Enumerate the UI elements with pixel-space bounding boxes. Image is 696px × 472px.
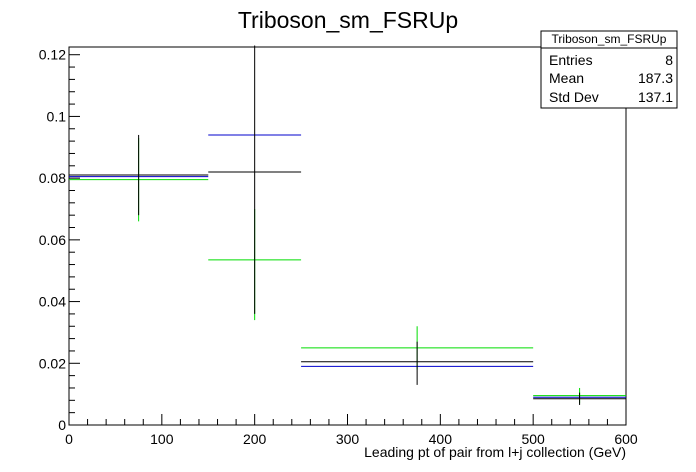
x-tick-label: 500 [521, 431, 545, 447]
x-tick-label: 200 [243, 431, 267, 447]
y-tick-label: 0 [58, 417, 66, 433]
series-0 [69, 45, 626, 405]
stats-entries-label: Entries [549, 52, 593, 68]
chart-title: Triboson_sm_FSRUp [238, 7, 458, 33]
stats-stddev-value: 137.1 [638, 89, 673, 105]
stats-entries-value: 8 [665, 52, 673, 68]
x-tick-label: 100 [150, 431, 174, 447]
y-tick-label: 0.1 [47, 108, 67, 124]
x-tick-label: 0 [65, 431, 73, 447]
x-tick-label: 300 [336, 431, 360, 447]
stats-stddev-label: Std Dev [549, 89, 599, 105]
x-tick-label: 600 [614, 431, 638, 447]
x-tick-label: 400 [429, 431, 453, 447]
y-tick-label: 0.04 [39, 294, 66, 310]
stats-box-frame [540, 30, 678, 109]
stats-box: Triboson_sm_FSRUp Entries 8 Mean 187.3 S… [540, 30, 678, 109]
y-tick-label: 0.08 [39, 170, 66, 186]
histogram-series [69, 45, 626, 405]
y-tick-label: 0.12 [39, 47, 66, 63]
stats-mean-value: 187.3 [638, 70, 673, 86]
stats-mean-label: Mean [549, 70, 584, 86]
axis-ticks: 0 100 200 300 400 500 600 0 0.02 0.04 0.06 0.08 0.1 0… [39, 47, 638, 447]
y-tick-label: 0.02 [39, 355, 66, 371]
y-tick-label: 0.06 [39, 232, 66, 248]
stats-box-title: Triboson_sm_FSRUp [552, 32, 667, 46]
x-axis-label: Leading pt of pair from l+j collection (… [364, 444, 626, 460]
